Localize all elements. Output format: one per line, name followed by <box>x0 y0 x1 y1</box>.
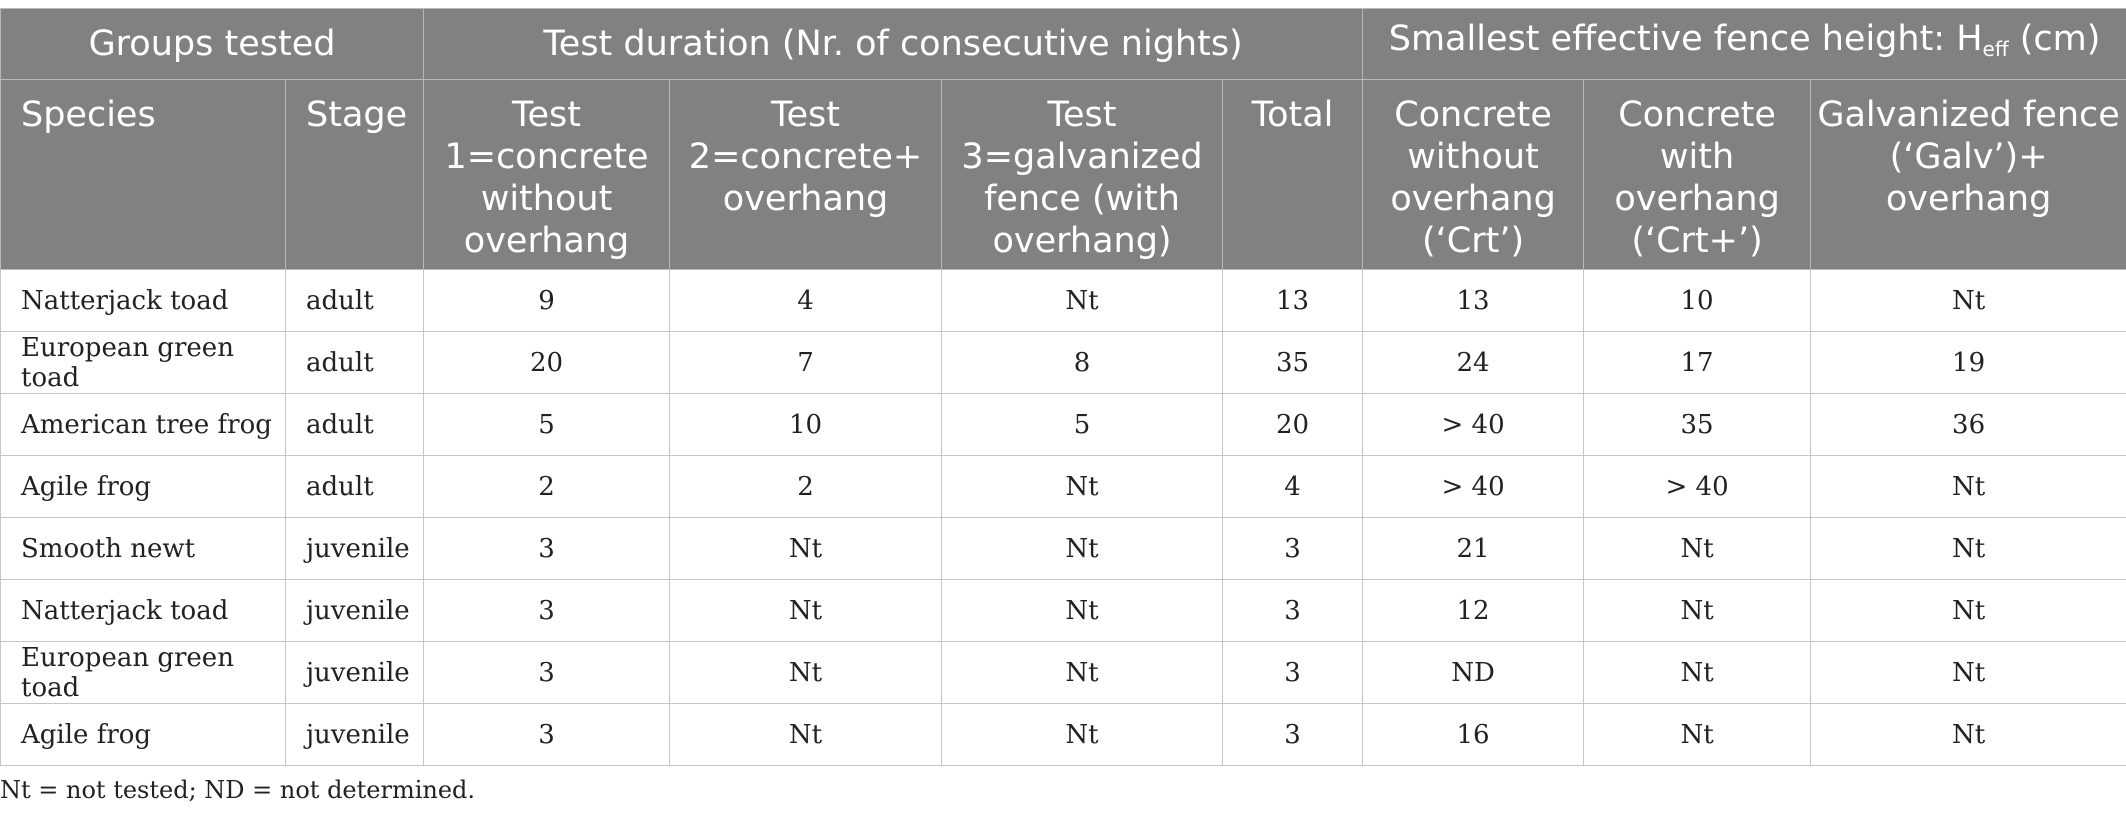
table-row: American tree frog adult 5 10 5 20 > 40 … <box>0 393 2126 456</box>
cell-species: European green toad <box>0 641 286 704</box>
cell-species: Smooth newt <box>0 517 286 580</box>
cell-test2: Nt <box>669 579 943 642</box>
table-header: Groups tested Test duration (Nr. of cons… <box>0 8 2126 270</box>
cell-stage: adult <box>284 269 425 332</box>
cell-total: 13 <box>1222 269 1364 332</box>
cell-test2: Nt <box>669 517 943 580</box>
col-test2: Test 2=concrete+ overhang <box>669 79 943 270</box>
cell-test1: 3 <box>423 641 671 704</box>
col-test1: Test 1=concrete without overhang <box>423 79 671 270</box>
cell-test3: Nt <box>941 269 1224 332</box>
cell-test2: Nt <box>669 703 943 766</box>
cell-crt: > 40 <box>1362 455 1585 518</box>
cell-stage: juvenile <box>284 641 425 704</box>
cell-test1: 9 <box>423 269 671 332</box>
cell-stage: juvenile <box>284 579 425 642</box>
cell-crt-plus: 35 <box>1583 393 1812 456</box>
cell-galv: Nt <box>1810 269 2126 332</box>
cell-galv: Nt <box>1810 455 2126 518</box>
col-galv: Galvanized fence (‘Galv’)+ overhang <box>1810 79 2126 270</box>
cell-total: 3 <box>1222 703 1364 766</box>
table-row: European green toad juvenile 3 Nt Nt 3 N… <box>0 641 2126 704</box>
cell-test2: 4 <box>669 269 943 332</box>
cell-test1: 5 <box>423 393 671 456</box>
table-footnote: Nt = not tested; ND = not determined. <box>0 776 476 804</box>
cell-crt-plus: Nt <box>1583 579 1812 642</box>
table-row: Natterjack toad adult 9 4 Nt 13 13 10 Nt <box>0 269 2126 332</box>
cell-test1: 2 <box>423 455 671 518</box>
cell-crt-plus: Nt <box>1583 517 1812 580</box>
cell-species: European green toad <box>0 331 286 394</box>
cell-total: 3 <box>1222 641 1364 704</box>
cell-test3: Nt <box>941 641 1224 704</box>
cell-test3: Nt <box>941 517 1224 580</box>
header-groups-tested: Groups tested <box>0 8 425 80</box>
cell-test2: Nt <box>669 641 943 704</box>
cell-species: Natterjack toad <box>0 579 286 642</box>
table-row: Agile frog adult 2 2 Nt 4 > 40 > 40 Nt <box>0 455 2126 518</box>
cell-stage: juvenile <box>284 517 425 580</box>
col-test3: Test 3=galvanized fence (with overhang) <box>941 79 1224 270</box>
cell-test1: 20 <box>423 331 671 394</box>
col-total: Total <box>1222 79 1364 270</box>
cell-stage: adult <box>284 331 425 394</box>
cell-total: 3 <box>1222 517 1364 580</box>
cell-stage: juvenile <box>284 703 425 766</box>
cell-test2: 2 <box>669 455 943 518</box>
cell-stage: adult <box>284 455 425 518</box>
cell-species: Agile frog <box>0 455 286 518</box>
table-row: European green toad adult 20 7 8 35 24 1… <box>0 331 2126 394</box>
cell-crt: 13 <box>1362 269 1585 332</box>
cell-crt: 21 <box>1362 517 1585 580</box>
cell-total: 3 <box>1222 579 1364 642</box>
cell-test2: 7 <box>669 331 943 394</box>
cell-test3: Nt <box>941 455 1224 518</box>
cell-test1: 3 <box>423 517 671 580</box>
table-body: Natterjack toad adult 9 4 Nt 13 13 10 Nt… <box>0 269 2126 766</box>
cell-total: 20 <box>1222 393 1364 456</box>
cell-test3: 8 <box>941 331 1224 394</box>
cell-crt-plus: > 40 <box>1583 455 1812 518</box>
cell-crt: ND <box>1362 641 1585 704</box>
cell-crt: 24 <box>1362 331 1585 394</box>
cell-crt-plus: 17 <box>1583 331 1812 394</box>
cell-test3: 5 <box>941 393 1224 456</box>
cell-species: Natterjack toad <box>0 269 286 332</box>
cell-crt-plus: Nt <box>1583 641 1812 704</box>
cell-test1: 3 <box>423 703 671 766</box>
cell-species: American tree frog <box>0 393 286 456</box>
col-stage: Stage <box>284 79 425 270</box>
cell-total: 4 <box>1222 455 1364 518</box>
cell-crt: 12 <box>1362 579 1585 642</box>
header-fence-height: Smallest effective fence height: Heff (c… <box>1362 8 2126 80</box>
cell-galv: 19 <box>1810 331 2126 394</box>
table-row: Natterjack toad juvenile 3 Nt Nt 3 12 Nt… <box>0 579 2126 642</box>
cell-crt: > 40 <box>1362 393 1585 456</box>
results-table: Groups tested Test duration (Nr. of cons… <box>0 8 2126 766</box>
table-row: Agile frog juvenile 3 Nt Nt 3 16 Nt Nt <box>0 703 2126 766</box>
header-fence-height-suffix: (cm) <box>2008 19 2101 59</box>
cell-test2: 10 <box>669 393 943 456</box>
cell-galv: Nt <box>1810 703 2126 766</box>
col-crt-plus: Concrete with overhang (‘Crt+’) <box>1583 79 1812 270</box>
cell-crt-plus: Nt <box>1583 703 1812 766</box>
cell-crt-plus: 10 <box>1583 269 1812 332</box>
cell-test1: 3 <box>423 579 671 642</box>
cell-galv: 36 <box>1810 393 2126 456</box>
cell-species: Agile frog <box>0 703 286 766</box>
cell-crt: 16 <box>1362 703 1585 766</box>
cell-galv: Nt <box>1810 517 2126 580</box>
cell-galv: Nt <box>1810 579 2126 642</box>
cell-stage: adult <box>284 393 425 456</box>
cell-total: 35 <box>1222 331 1364 394</box>
header-fence-height-subscript: eff <box>1982 37 2009 61</box>
cell-galv: Nt <box>1810 641 2126 704</box>
header-fence-height-prefix: Smallest effective fence height: H <box>1388 19 1983 59</box>
header-test-duration: Test duration (Nr. of consecutive nights… <box>423 8 1364 80</box>
cell-test3: Nt <box>941 579 1224 642</box>
cell-test3: Nt <box>941 703 1224 766</box>
col-crt: Concrete without overhang (‘Crt’) <box>1362 79 1585 270</box>
col-species: Species <box>0 79 286 270</box>
table-row: Smooth newt juvenile 3 Nt Nt 3 21 Nt Nt <box>0 517 2126 580</box>
